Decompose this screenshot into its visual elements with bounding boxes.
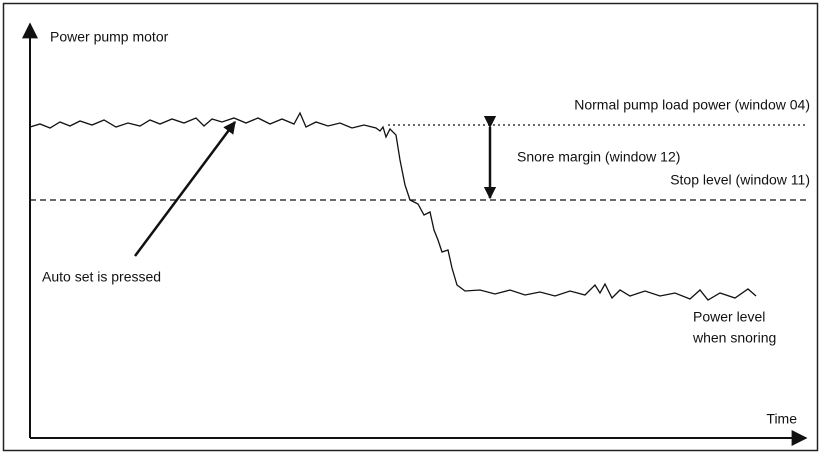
snoring-label: when snoring (692, 330, 776, 346)
snoring-label: Power level (693, 309, 765, 325)
auto-set-label: Auto set is pressed (42, 269, 161, 285)
auto-set-arrow (133, 120, 237, 257)
y-axis-label: Power pump motor (50, 29, 169, 45)
x-axis-label: Time (766, 411, 797, 427)
power-trace (29, 111, 757, 301)
margin-label: Snore margin (window 12) (517, 149, 680, 165)
normal-level-label: Normal pump load power (window 04) (574, 97, 810, 113)
stop-level-label: Stop level (window 11) (670, 172, 810, 188)
